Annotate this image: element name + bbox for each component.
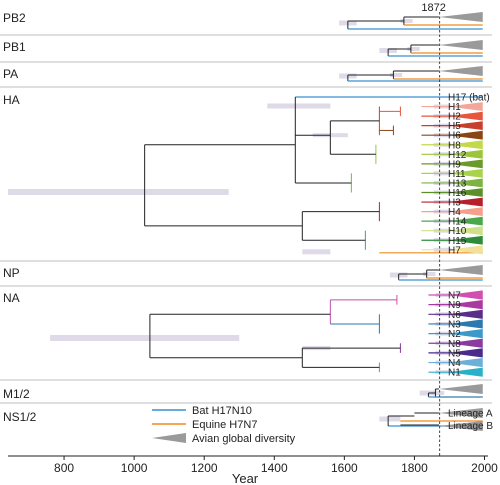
panel-title-m12: M1/2	[3, 387, 30, 401]
panel-title-ns12: NS1/2	[3, 410, 37, 424]
x-tick-label-1400: 1400	[261, 461, 288, 475]
na-label-n4: N4	[448, 358, 461, 369]
labels: PB2 PB1 PA HA NP NA M1/2 NS1/2 H17 (bat)H1H2H5H6…	[3, 11, 493, 432]
ns-label-lineage-b: Lineage B	[448, 421, 493, 432]
pa-avian-triangle	[438, 66, 483, 76]
pb2-split-bar	[400, 19, 413, 23]
ha-triangle-h7	[447, 245, 483, 255]
ha-triangle-h15	[447, 235, 483, 245]
pb1-split-bar	[407, 47, 420, 51]
panel-title-pb1: PB1	[3, 40, 26, 54]
ha-triangle-h12	[447, 149, 483, 159]
ha-label-h9: H9	[448, 159, 461, 170]
na-triangle-n8	[447, 338, 483, 348]
ha-h17-bar	[267, 103, 331, 109]
ha-triangle-h4	[447, 207, 483, 216]
x-tick-label-1800: 1800	[401, 461, 428, 475]
ha-label-h15: H15	[448, 236, 467, 247]
panel-title-pb2: PB2	[3, 11, 26, 25]
panel-title-ha: HA	[3, 93, 20, 107]
x-tick-label-1200: 1200	[191, 461, 218, 475]
confidence-bars	[8, 19, 452, 422]
na-label-n9: N9	[448, 300, 461, 311]
na-label-n5: N5	[448, 348, 461, 359]
ha-label-h6: H6	[448, 131, 461, 142]
ha-label-h13: H13	[448, 178, 467, 189]
ha-label-h8: H8	[448, 140, 461, 151]
tree-branches	[144, 16, 483, 427]
panel-separators	[0, 34, 492, 404]
ha-triangle-h6	[447, 130, 483, 140]
na-triangle-n4	[447, 357, 483, 368]
na-label-n8: N8	[448, 339, 461, 350]
ha-label-h5: H5	[448, 121, 461, 132]
np-split-bar	[423, 272, 436, 276]
na-root-bar	[50, 335, 240, 341]
x-axis: 800 1000 1200 1400 1600 1800 2000 Year	[8, 455, 498, 485]
legend-swatch-avian	[152, 433, 186, 443]
na-triangle-n1	[447, 367, 483, 377]
ha-triangle-h13	[447, 178, 483, 188]
na-triangle-n9	[447, 300, 483, 310]
ha-triangle-h2	[447, 111, 483, 121]
legend: Bat H17N10 Equine H7N7 Avian global divers…	[152, 405, 296, 445]
ns-label-lineage-a: Lineage A	[448, 409, 493, 420]
na-triangle-n3	[447, 319, 483, 329]
x-tick-label-1000: 1000	[121, 461, 148, 475]
pb2-avian-triangle	[438, 12, 483, 22]
na-triangle-n7	[447, 290, 483, 300]
ha-triangle-h10	[447, 226, 483, 236]
np-avian-triangle	[438, 265, 483, 275]
x-axis-label: Year	[232, 471, 259, 485]
ha-internal-bar	[302, 249, 331, 255]
na-label-n3: N3	[448, 319, 461, 330]
pa-split-bar	[389, 73, 403, 77]
marker-1872-label: 1872	[421, 2, 445, 14]
ha-triangle-h8	[447, 140, 483, 150]
ha-label-h3: H3	[448, 198, 461, 209]
ha-label-h10: H10	[448, 226, 467, 237]
ns-root-bar	[379, 416, 401, 422]
ha-triangle-h1	[447, 102, 483, 111]
pb1-avian-triangle	[438, 40, 483, 50]
ha-label-h7: H7	[448, 245, 461, 256]
na-triangle-n2	[447, 329, 483, 339]
na-triangle-n6	[447, 309, 483, 319]
ha-triangle-h3	[447, 197, 483, 207]
tip-triangles	[438, 12, 483, 431]
ns-lineage-b-triangle	[438, 421, 483, 431]
panel-title-pa: PA	[3, 67, 18, 81]
na-label-n2: N2	[448, 329, 461, 340]
m12-avian-triangle	[438, 384, 483, 394]
na-triangle-n5	[447, 348, 483, 358]
ha-label-h4: H4	[448, 207, 461, 218]
na-label-n6: N6	[448, 310, 461, 321]
ha-triangle-h9	[447, 159, 483, 169]
legend-label-0: Bat H17N10	[192, 405, 252, 417]
ha-root-bar	[8, 189, 229, 195]
ha-label-h14: H14	[448, 217, 467, 228]
x-tick-label-800: 800	[54, 461, 74, 475]
panel-title-na: NA	[3, 291, 20, 305]
ha-label-h11: H11	[448, 169, 466, 180]
ha-triangle-h14	[447, 216, 483, 226]
ha-triangle-h5	[447, 121, 483, 131]
ha-triangle-h16	[447, 188, 483, 197]
na-label-n1: N1	[448, 368, 461, 379]
ha-triangle-h11	[447, 169, 483, 178]
x-tick-label-2000: 2000	[471, 461, 498, 475]
ha-label-h2: H2	[448, 112, 461, 123]
x-tick-label-1600: 1600	[331, 461, 358, 475]
na-label-n7: N7	[448, 291, 461, 302]
m12-split-bar	[431, 391, 445, 395]
ha-label-h16: H16	[448, 188, 467, 199]
legend-label-2: Avian global diversity	[192, 433, 296, 445]
ha-label-h17bat: H17 (bat)	[448, 93, 490, 104]
ha-label-h12: H12	[448, 150, 467, 161]
ha-label-h1: H1	[448, 102, 461, 113]
legend-label-1: Equine H7N7	[192, 419, 257, 431]
panel-title-np: NP	[3, 266, 20, 280]
ns-lineage-a-triangle	[438, 408, 483, 418]
